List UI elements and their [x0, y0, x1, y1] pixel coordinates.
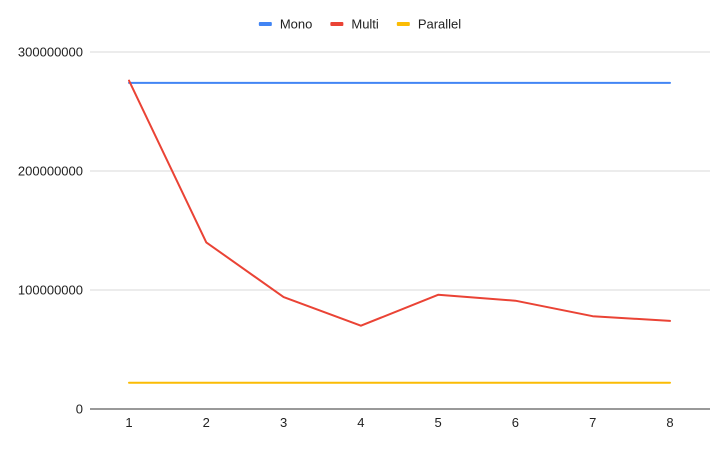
x-tick-label: 6 — [512, 415, 519, 430]
y-tick-label: 200000000 — [18, 164, 83, 179]
y-axis: 0 100000000 200000000 300000000 — [18, 45, 83, 417]
legend-label: Multi — [351, 17, 379, 32]
legend-item-parallel: Parallel — [396, 17, 461, 32]
x-tick-label: 4 — [357, 415, 364, 430]
x-axis: 1 2 3 4 5 6 7 8 — [90, 408, 710, 430]
x-tick-label: 5 — [435, 415, 442, 430]
legend-label: Mono — [280, 17, 313, 32]
legend-swatch — [330, 22, 344, 26]
x-tick-label: 8 — [666, 415, 673, 430]
gridlines — [90, 51, 710, 291]
x-tick-label: 1 — [125, 415, 132, 430]
x-tick-label: 3 — [280, 415, 287, 430]
x-tick-label: 7 — [589, 415, 596, 430]
y-tick-label: 100000000 — [18, 283, 83, 298]
y-tick-label: 300000000 — [18, 45, 83, 60]
series-line-multi — [128, 79, 671, 327]
legend-swatch — [258, 22, 272, 26]
series-layer — [128, 79, 671, 384]
x-tick-label: 2 — [203, 415, 210, 430]
y-tick-label: 0 — [76, 402, 83, 417]
legend-swatch — [396, 22, 410, 26]
legend-item-mono: Mono — [258, 17, 313, 32]
legend-item-multi: Multi — [330, 17, 379, 32]
legend-label: Parallel — [418, 17, 461, 32]
legend: Mono Multi Parallel — [258, 17, 461, 32]
